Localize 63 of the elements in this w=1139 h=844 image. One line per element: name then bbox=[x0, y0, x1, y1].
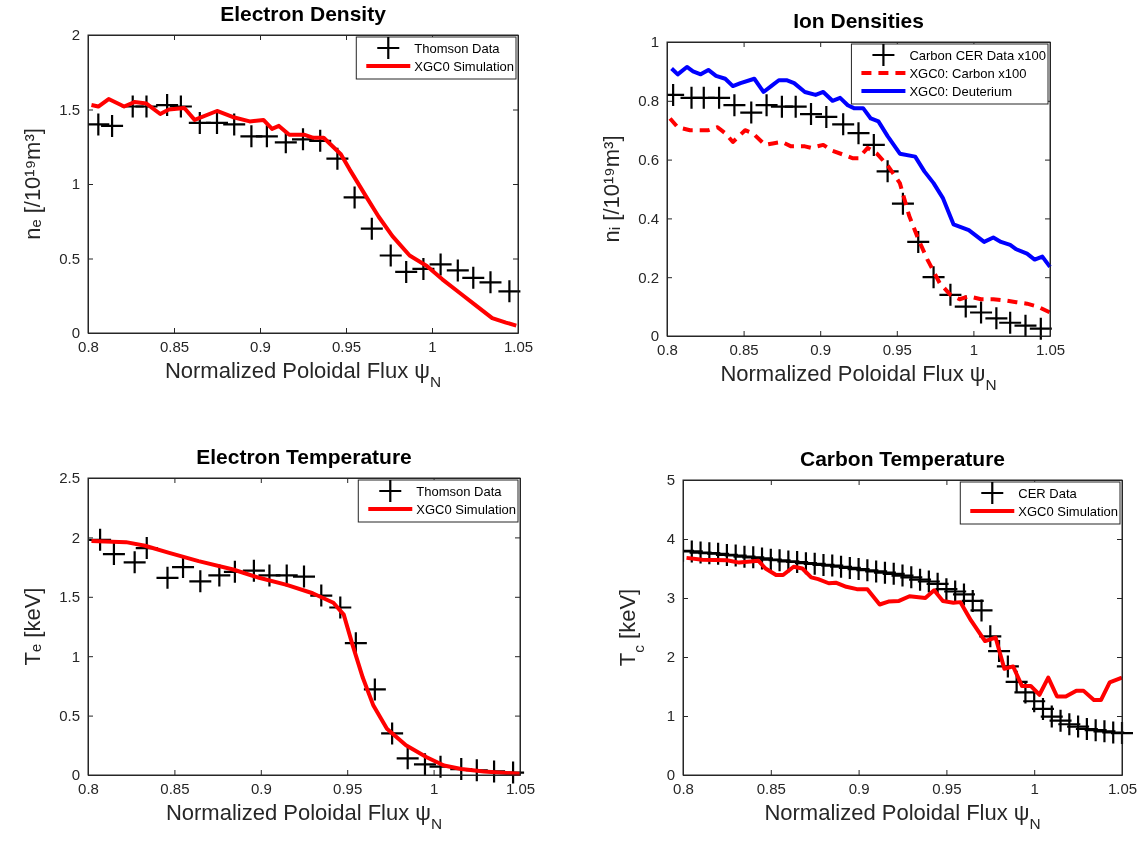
legend-label: XGC0 Simulation bbox=[1018, 504, 1118, 519]
legend-label: XGC0 Simulation bbox=[414, 59, 514, 74]
y-tick-label: 0.5 bbox=[59, 249, 80, 267]
x-tick-label: 0.85 bbox=[756, 779, 786, 797]
y-tick-label: 0.2 bbox=[638, 268, 659, 286]
y-axis-title: nᵢ [/10¹⁹m³] bbox=[599, 135, 624, 243]
y-tick-label: 1 bbox=[71, 175, 80, 193]
legend-label: XGC0: Carbon x100 bbox=[909, 66, 1027, 81]
x-tick-label: 0.9 bbox=[848, 779, 870, 797]
y-tick-label: 2 bbox=[666, 648, 675, 666]
x-tick-label: 1 bbox=[1030, 779, 1039, 797]
y-tick-label: 1.5 bbox=[59, 100, 80, 118]
y-tick-label: 0 bbox=[650, 327, 659, 345]
x-axis-title: Normalized Poloidal Flux ψ$_{N}$ bbox=[764, 800, 1041, 832]
x-tick-label: 0.9 bbox=[250, 779, 272, 797]
y-tick-label: 3 bbox=[666, 589, 675, 607]
x-tick-label: 0.95 bbox=[333, 779, 363, 797]
legend-label: Thomson Data bbox=[414, 41, 501, 56]
x-tick-label: 1.05 bbox=[503, 337, 534, 355]
legend-label: Thomson Data bbox=[416, 484, 503, 499]
legend-label: XGC0: Deuterium bbox=[909, 84, 1013, 99]
chart-title: Electron Temperature bbox=[196, 445, 412, 468]
y-tick-label: 1 bbox=[666, 707, 675, 725]
y-tick-label: 5 bbox=[666, 471, 675, 489]
legend-label: XGC0 Simulation bbox=[416, 502, 516, 517]
x-tick-label: 0.85 bbox=[159, 337, 190, 355]
x-tick-label: 0.95 bbox=[932, 779, 962, 797]
x-tick-label: 1 bbox=[428, 337, 437, 355]
x-tick-label: 1.05 bbox=[1107, 779, 1138, 797]
x-tick-label: 1 bbox=[969, 340, 979, 358]
y-tick-label: 2 bbox=[71, 528, 80, 546]
x-tick-label: 0.85 bbox=[160, 779, 190, 797]
y-tick-label: 0.4 bbox=[638, 209, 659, 227]
x-tick-label: 1.05 bbox=[505, 779, 536, 797]
y-tick-label: 1 bbox=[650, 33, 659, 51]
y-tick-label: 0 bbox=[71, 324, 80, 342]
chart-title: Carbon Temperature bbox=[800, 447, 1005, 470]
y-tick-label: 0.6 bbox=[638, 150, 659, 168]
y-axis-title: Tₑ [keV] bbox=[20, 587, 45, 666]
y-tick-label: 0.8 bbox=[638, 92, 659, 110]
chart-title: Electron Density bbox=[220, 2, 387, 25]
x-tick-label: 0.9 bbox=[250, 337, 271, 355]
x-axis-title: Normalized Poloidal Flux ψ$_{N}$ bbox=[165, 800, 443, 832]
y-axis-title: nₑ [/10¹⁹m³] bbox=[20, 128, 45, 240]
y-tick-label: 2 bbox=[71, 26, 80, 44]
legend-label: Carbon CER Data x100 bbox=[909, 48, 1046, 63]
y-tick-label: 0 bbox=[666, 766, 675, 784]
x-tick-label: 1 bbox=[429, 779, 439, 797]
x-tick-label: 1.05 bbox=[1035, 340, 1066, 358]
y-tick-label: 4 bbox=[666, 530, 675, 548]
y-tick-label: 0.5 bbox=[59, 706, 80, 724]
x-axis-title: Normalized Poloidal Flux ψ$_{N}$ bbox=[164, 358, 442, 390]
legend-label: CER Data bbox=[1018, 486, 1078, 501]
chart-title: Ion Densities bbox=[793, 9, 924, 32]
x-tick-label: 0.85 bbox=[729, 340, 759, 358]
y-tick-label: 1.5 bbox=[59, 588, 80, 606]
y-tick-label: 1 bbox=[71, 647, 80, 665]
x-tick-label: 0.95 bbox=[882, 340, 912, 358]
y-tick-label: 0 bbox=[71, 766, 80, 784]
x-axis-title: Normalized Poloidal Flux ψ$_{N}$ bbox=[720, 361, 997, 393]
y-tick-label: 2.5 bbox=[59, 469, 80, 487]
x-tick-label: 0.9 bbox=[810, 340, 832, 358]
x-tick-label: 0.95 bbox=[331, 337, 362, 355]
